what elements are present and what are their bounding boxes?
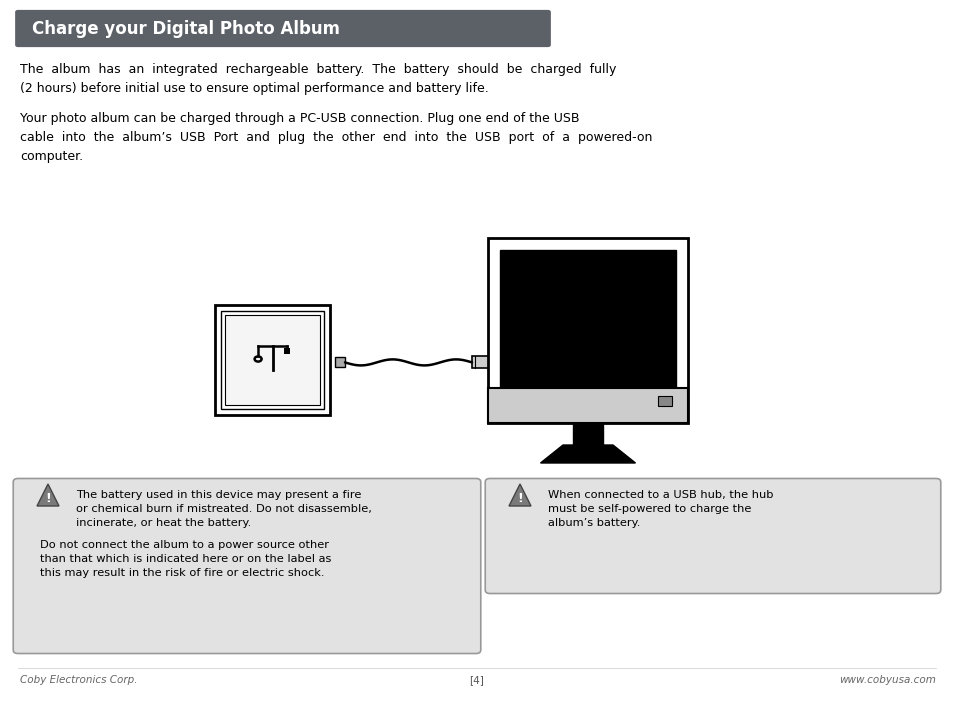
- Text: www.cobyusa.com: www.cobyusa.com: [839, 675, 935, 685]
- FancyBboxPatch shape: [13, 479, 480, 654]
- Text: Your photo album can be charged through a PC-USB connection. Plug one end of the: Your photo album can be charged through …: [20, 112, 578, 125]
- Polygon shape: [540, 445, 635, 463]
- Bar: [658, 396, 671, 406]
- Bar: [573, 423, 602, 445]
- Text: Charge your Digital Photo Album: Charge your Digital Photo Album: [32, 20, 339, 38]
- Text: The battery used in this device may present a fire: The battery used in this device may pres…: [76, 490, 361, 500]
- FancyBboxPatch shape: [15, 10, 550, 47]
- Bar: [284, 347, 290, 354]
- Text: computer.: computer.: [20, 150, 83, 163]
- Text: !: !: [45, 493, 51, 505]
- Polygon shape: [37, 484, 59, 506]
- FancyBboxPatch shape: [499, 250, 676, 388]
- Text: !: !: [517, 493, 522, 505]
- Text: must be self-powered to charge the: must be self-powered to charge the: [547, 504, 751, 514]
- Text: or chemical burn if mistreated. Do not disassemble,: or chemical burn if mistreated. Do not d…: [76, 504, 372, 514]
- Text: album’s battery.: album’s battery.: [547, 518, 639, 528]
- Text: than that which is indicated here or on the label as: than that which is indicated here or on …: [40, 554, 331, 564]
- Text: When connected to a USB hub, the hub: When connected to a USB hub, the hub: [547, 490, 773, 500]
- Bar: [488, 388, 687, 423]
- Bar: [472, 356, 490, 368]
- FancyBboxPatch shape: [221, 311, 324, 409]
- Text: (2 hours) before initial use to ensure optimal performance and battery life.: (2 hours) before initial use to ensure o…: [20, 82, 488, 95]
- Bar: [335, 357, 345, 368]
- Text: The  album  has  an  integrated  rechargeable  battery.  The  battery  should  b: The album has an integrated rechargeable…: [20, 63, 616, 76]
- Polygon shape: [509, 484, 531, 506]
- Text: cable  into  the  album’s  USB  Port  and  plug  the  other  end  into  the  USB: cable into the album’s USB Port and plug…: [20, 131, 652, 144]
- FancyBboxPatch shape: [225, 315, 319, 405]
- Text: this may result in the risk of fire or electric shock.: this may result in the risk of fire or e…: [40, 568, 324, 578]
- Text: Coby Electronics Corp.: Coby Electronics Corp.: [20, 675, 137, 685]
- Text: incinerate, or heat the battery.: incinerate, or heat the battery.: [76, 518, 251, 528]
- FancyBboxPatch shape: [488, 238, 687, 423]
- FancyBboxPatch shape: [485, 479, 940, 593]
- FancyBboxPatch shape: [214, 305, 330, 415]
- Text: Do not connect the album to a power source other: Do not connect the album to a power sour…: [40, 540, 329, 550]
- Text: [4]: [4]: [469, 675, 484, 685]
